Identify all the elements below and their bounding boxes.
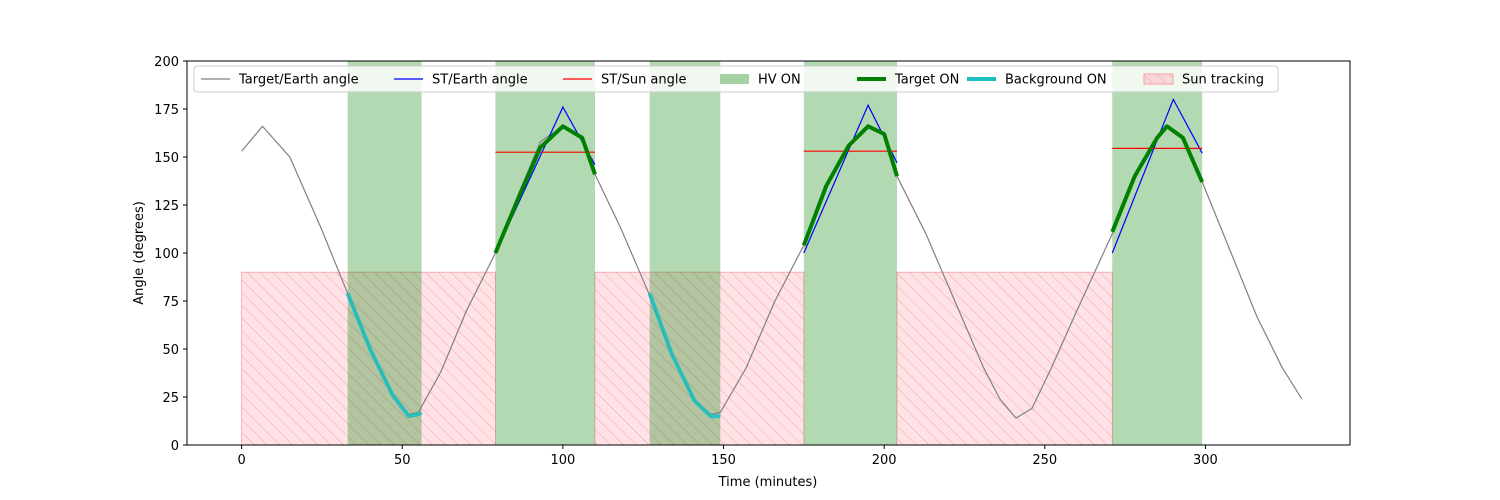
legend-label: HV ON [758, 73, 801, 88]
hv-on-region [495, 61, 596, 445]
hv-on-region [1112, 61, 1203, 445]
legend-label: Target/Earth angle [238, 73, 359, 88]
legend-item: Sun tracking [1143, 73, 1264, 88]
y-tick-label: 125 [154, 199, 179, 214]
y-tick-label: 75 [162, 295, 179, 310]
background-on-segment [345, 292, 423, 419]
x-axis-label: Time (minutes) [718, 475, 818, 490]
legend-label: Background ON [1005, 73, 1107, 88]
legend-label: Sun tracking [1182, 73, 1264, 88]
target-on-segment [801, 124, 899, 247]
hv-on-region [649, 61, 721, 445]
target-on-segment [493, 124, 597, 254]
sun-tracking-hatch [241, 271, 496, 445]
legend-label: Target ON [894, 73, 959, 88]
sun-tracking-hatch [594, 271, 805, 445]
st-earth-line [1111, 97, 1203, 254]
legend-handle-hatch [1144, 74, 1173, 84]
legend-item: Background ON [967, 73, 1107, 88]
x-tick-label: 300 [1193, 453, 1218, 468]
x-tick-label: 200 [872, 453, 897, 468]
y-tick-label: 0 [171, 439, 179, 454]
target-on-segment [1110, 124, 1205, 233]
legend: Target/Earth angle ST/Earth angle ST/Sun a… [193, 65, 1279, 93]
x-tick-label: 150 [711, 453, 736, 468]
y-tick-label: 100 [154, 247, 179, 262]
y-tick-label: 50 [162, 343, 179, 358]
legend-item: ST/Earth angle [394, 73, 528, 88]
y-tick-label: 200 [154, 55, 179, 70]
x-tick-label: 0 [237, 453, 245, 468]
y-tick-label: 175 [154, 103, 179, 118]
legend-item: Target/Earth angle [201, 73, 359, 88]
legend-item: HV ON [720, 73, 801, 88]
y-tick-label: 150 [154, 151, 179, 166]
legend-item: Target ON [857, 73, 959, 88]
y-tick-label: 25 [162, 391, 179, 406]
background-on-segment [647, 292, 721, 419]
legend-label: ST/Sun angle [601, 73, 687, 88]
legend-item: ST/Sun angle [563, 73, 687, 88]
x-tick-label: 250 [1032, 453, 1057, 468]
sun-tracking-hatch [896, 271, 1113, 445]
hv-on-region [803, 61, 898, 445]
x-tick-label: 100 [550, 453, 575, 468]
hv-on-region [347, 61, 422, 445]
legend-label: ST/Earth angle [432, 73, 528, 88]
y-axis-label: Angle (degrees) [132, 201, 147, 305]
x-tick-label: 50 [394, 453, 411, 468]
legend-handle [720, 74, 749, 84]
